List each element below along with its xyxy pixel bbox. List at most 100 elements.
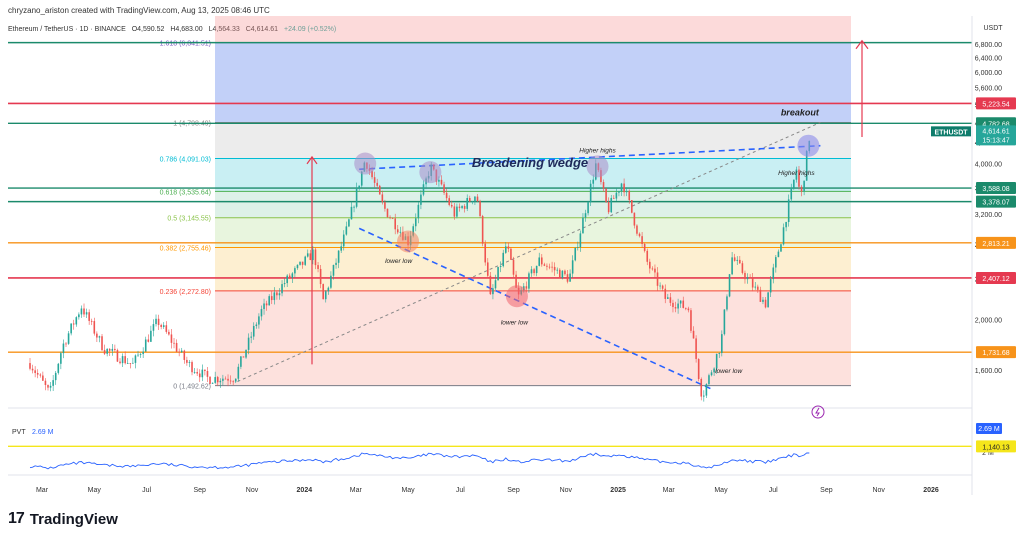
candle-body [108, 348, 111, 351]
candle-body [502, 252, 505, 267]
pvt-line [29, 452, 810, 470]
time-tick: May [714, 487, 728, 494]
pvt-badge[interactable] [976, 423, 1002, 434]
candle-body [204, 369, 206, 372]
candle-body [602, 182, 605, 189]
candle-body [458, 206, 461, 209]
symbol-badge[interactable] [931, 126, 971, 137]
candle-body [649, 261, 651, 269]
annotation-label: Higher highs [778, 170, 815, 177]
candle-body [399, 231, 402, 233]
marker-circle [797, 134, 820, 157]
ohlc-change: +24.09 (+0.52%) [284, 26, 336, 33]
price-badge-label: 5,223.54 [982, 101, 1009, 108]
candle-body [129, 363, 132, 364]
candle-body [360, 171, 363, 186]
candle-body [618, 191, 620, 193]
price-badge[interactable] [976, 271, 1016, 284]
candle-body [332, 264, 335, 276]
price-badge[interactable] [976, 195, 1016, 208]
candle-body [196, 372, 198, 374]
candle-body [168, 331, 170, 335]
time-tick: May [401, 487, 415, 494]
candle-body [29, 363, 31, 369]
candle-body [242, 356, 245, 358]
candle-body [749, 277, 751, 279]
candle-body [114, 348, 116, 351]
candle-body [270, 296, 273, 301]
candle-body [83, 308, 85, 315]
candle-body [468, 198, 471, 202]
ohlc-close: C4,614.61 [246, 26, 278, 33]
fib-band-top [215, 16, 851, 43]
candle-body [510, 248, 512, 260]
price-badge-label: 3,378.07 [982, 200, 1009, 207]
candle-body [88, 312, 90, 321]
time-tick: Mar [36, 487, 49, 494]
price-tick: 1,600.00 [975, 368, 1002, 375]
candle-body [777, 251, 780, 258]
candle-body [384, 202, 386, 209]
candle-body [669, 297, 672, 303]
candle-body [558, 269, 561, 279]
time-tick: May [88, 487, 102, 494]
candle-body [690, 310, 692, 331]
candle-body [525, 286, 528, 289]
candle-body [646, 250, 649, 262]
lightning-icon[interactable] [811, 405, 825, 419]
candle-body [466, 198, 469, 209]
tradingview-logo[interactable]: 17 TradingView [8, 510, 118, 528]
candle-body [49, 385, 52, 388]
candle-body [31, 368, 34, 371]
candle-body [186, 359, 188, 363]
symbol-title[interactable]: Ethereum / TetherUS · 1D · BINANCE [8, 26, 126, 33]
candle-body [751, 278, 754, 288]
candle-body [605, 188, 607, 203]
ohlc-low: L4,564.33 [209, 26, 240, 33]
candle-body [548, 266, 551, 268]
candle-body [638, 233, 641, 237]
candle-body [342, 234, 345, 247]
price-badge[interactable] [976, 236, 1016, 249]
candle-body [188, 362, 191, 363]
fib-band [215, 42, 851, 123]
candle-body [772, 267, 775, 280]
candle-body [260, 309, 263, 317]
trendlines [237, 39, 869, 390]
candle-body [453, 206, 456, 217]
candle-body [636, 225, 638, 234]
ohlc-open: O4,590.52 [131, 26, 165, 33]
candle-body [759, 289, 762, 302]
candle-body [515, 274, 517, 288]
candle-body [301, 261, 304, 265]
candle-body [443, 184, 445, 193]
candle-body [533, 269, 535, 274]
price-badge[interactable] [976, 440, 1016, 453]
lightning-icon-glyph [815, 407, 820, 417]
price-badge[interactable] [976, 346, 1016, 359]
candle-body [741, 263, 744, 273]
candle-body [165, 325, 168, 332]
candle-body [65, 343, 67, 345]
fib-labels: 1.618 (6,841.51) 1 (4,798.49) 0.786 (4,091… [160, 41, 211, 391]
last-price-badge[interactable] [976, 125, 1016, 146]
candle-body [101, 336, 103, 351]
candle-body [445, 192, 448, 199]
price-tick: 4,000.00 [975, 162, 1002, 169]
candle-body [450, 204, 453, 207]
fib-band [215, 122, 851, 159]
measure-arrow-head [306, 155, 318, 165]
price-badge[interactable] [976, 182, 1016, 195]
candle-body [687, 308, 690, 311]
candle-body [312, 249, 314, 261]
candle-body [126, 363, 129, 364]
candle-body [697, 358, 700, 379]
candle-body [281, 284, 283, 294]
fib-band [215, 158, 851, 192]
candle-body [412, 226, 415, 236]
price-badge[interactable] [976, 97, 1016, 110]
annotation-label: lower low [385, 258, 413, 265]
candle-body [656, 272, 659, 286]
